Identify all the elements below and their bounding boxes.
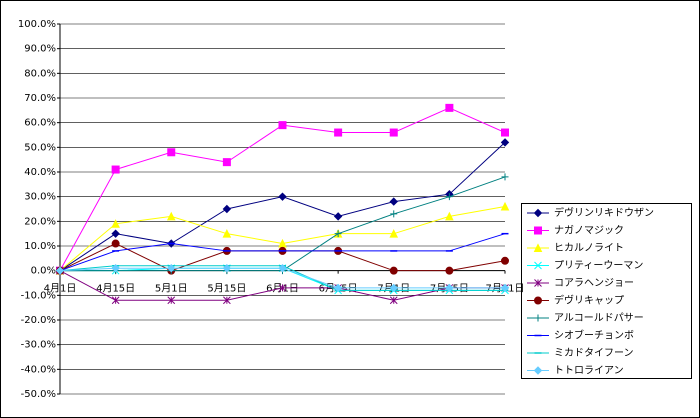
- legend-marker: [534, 314, 542, 322]
- legend-label: コアラヘンジョー: [554, 277, 634, 289]
- data-point: [389, 283, 398, 293]
- data-point: [278, 284, 287, 292]
- data-point: [111, 165, 120, 174]
- y-tick-label: 60.0%: [24, 118, 56, 129]
- legend-label: トトロライアン: [554, 365, 624, 377]
- legend-marker: [533, 366, 543, 375]
- data-point: [223, 296, 231, 305]
- y-tick-label: -50.0%: [21, 389, 56, 400]
- data-point: [222, 229, 232, 238]
- data-point: [445, 266, 454, 275]
- y-tick-label: 30.0%: [24, 192, 56, 203]
- data-point: [500, 138, 510, 147]
- legend-label: デヴリンリキドウザン: [554, 206, 654, 219]
- y-tick-label: 0.0%: [31, 266, 56, 277]
- data-point: [500, 201, 510, 211]
- legend-marker: [534, 296, 542, 305]
- data-point: [167, 148, 176, 157]
- data-point: [167, 296, 176, 305]
- legend-label: デヴリキャップ: [554, 294, 624, 307]
- legend-marker: [534, 279, 542, 287]
- data-point: [389, 266, 398, 275]
- y-tick-label: 10.0%: [24, 241, 56, 252]
- x-tick-label: 4月1日: [44, 283, 77, 295]
- data-point: [111, 219, 120, 228]
- data-point: [278, 192, 287, 201]
- legend-marker: [534, 261, 542, 270]
- data-point: [222, 204, 232, 214]
- data-point: [445, 103, 454, 112]
- legend-label: ナガノマジック: [554, 225, 624, 237]
- y-tick-label: 80.0%: [24, 68, 56, 79]
- data-point: [500, 283, 510, 293]
- data-point: [222, 158, 231, 167]
- data-point: [111, 229, 120, 238]
- x-tick-label: 4月15日: [96, 283, 135, 295]
- legend-box: [521, 203, 692, 379]
- data-point: [334, 128, 343, 137]
- data-point: [389, 128, 398, 137]
- legend-marker: [533, 243, 543, 252]
- y-tick-label: 100.0%: [18, 19, 56, 30]
- data-point: [111, 296, 120, 305]
- data-point: [333, 212, 343, 221]
- data-point: [501, 173, 509, 181]
- legend-label: ミカドタイフーン: [554, 347, 634, 359]
- y-tick-label: 70.0%: [24, 93, 56, 104]
- legend-marker: [534, 226, 542, 235]
- data-point: [167, 263, 176, 273]
- data-point: [278, 121, 287, 130]
- data-point: [222, 263, 232, 273]
- data-point: [334, 230, 342, 238]
- legend-label: プリティーウーマン: [554, 260, 643, 272]
- data-point: [445, 283, 454, 293]
- y-tick-label: -20.0%: [21, 315, 56, 326]
- data-point: [333, 283, 343, 293]
- data-point: [445, 211, 454, 221]
- x-tick-label: 5月15日: [207, 283, 246, 295]
- data-point: [389, 197, 398, 206]
- data-point: [389, 296, 398, 305]
- x-tick-label: 5月1日: [155, 283, 188, 295]
- data-point: [111, 263, 120, 273]
- data-point: [166, 211, 176, 221]
- data-point: [445, 193, 453, 201]
- legend-label: シオブーチョンボ: [554, 329, 634, 342]
- legend-label: アルコールドパサー: [554, 312, 644, 324]
- data-point: [389, 229, 399, 238]
- data-point: [278, 263, 287, 273]
- y-tick-label: -30.0%: [21, 340, 56, 351]
- y-tick-label: 40.0%: [24, 167, 56, 178]
- y-tick-label: -40.0%: [21, 364, 56, 375]
- data-point: [111, 239, 120, 248]
- data-point: [501, 256, 509, 265]
- legend-marker: [533, 208, 543, 218]
- data-point: [501, 128, 509, 137]
- y-tick-label: 20.0%: [24, 216, 56, 227]
- y-tick-label: 50.0%: [24, 142, 56, 153]
- data-point: [390, 210, 398, 218]
- y-tick-label: 90.0%: [24, 44, 56, 55]
- legend-label: ヒカルノライト: [554, 242, 624, 254]
- data-point: [55, 266, 65, 275]
- y-tick-label: -10.0%: [21, 290, 56, 301]
